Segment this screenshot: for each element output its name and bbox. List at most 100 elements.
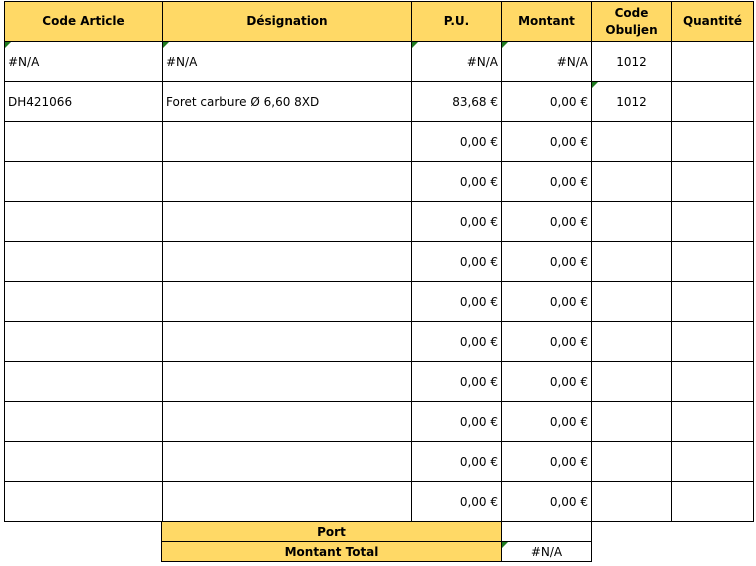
pu-cell[interactable]: 0,00 € [411,401,502,442]
error-indicator-icon [5,42,11,48]
table-row: 0,00 € 0,00 € [4,201,754,242]
pu-cell[interactable]: 0,00 € [411,201,502,242]
montant-cell[interactable]: 0,00 € [501,81,592,122]
montant-value: 0,00 € [549,454,588,469]
pu-cell[interactable]: #N/A [411,41,502,82]
pu-cell[interactable]: 0,00 € [411,281,502,322]
pu-cell[interactable]: 83,68 € [411,81,502,122]
code-article-cell[interactable] [4,481,163,522]
pu-value: 0,00 € [459,374,498,389]
quantite-cell[interactable] [671,161,754,202]
pu-cell[interactable]: 0,00 € [411,121,502,162]
designation-cell[interactable]: Foret carbure Ø 6,60 8XD [162,81,412,122]
quantite-cell[interactable] [671,281,754,322]
header-pu[interactable]: P.U. [411,1,502,42]
code-obuljen-cell[interactable] [591,401,672,442]
pu-value: 0,00 € [459,494,498,509]
code-article-cell[interactable] [4,441,163,482]
code-article-cell[interactable] [4,321,163,362]
code-obuljen-cell[interactable] [591,321,672,362]
quantite-cell[interactable] [671,241,754,282]
pu-cell[interactable]: 0,00 € [411,161,502,202]
table-row: 0,00 € 0,00 € [4,241,754,282]
designation-cell[interactable] [162,361,412,402]
pu-value: #N/A [466,54,498,69]
montant-cell[interactable]: 0,00 € [501,481,592,522]
quantite-cell[interactable] [671,361,754,402]
table-row: 0,00 € 0,00 € [4,281,754,322]
designation-cell[interactable] [162,441,412,482]
pu-cell[interactable]: 0,00 € [411,321,502,362]
code-obuljen-cell[interactable] [591,161,672,202]
code-obuljen-cell[interactable] [591,241,672,282]
designation-cell[interactable] [162,201,412,242]
table-row: 0,00 € 0,00 € [4,441,754,482]
code-article-cell[interactable] [4,201,163,242]
montant-cell[interactable]: #N/A [501,41,592,82]
quantite-cell[interactable] [671,201,754,242]
montant-cell[interactable]: 0,00 € [501,361,592,402]
error-indicator-icon [163,42,169,48]
designation-cell[interactable] [162,161,412,202]
designation-cell[interactable] [162,401,412,442]
pu-value: 0,00 € [459,254,498,269]
table-row: 0,00 € 0,00 € [4,161,754,202]
quantite-cell[interactable] [671,321,754,362]
montant-cell[interactable]: 0,00 € [501,201,592,242]
montant-value: 0,00 € [549,374,588,389]
montant-value: 0,00 € [549,94,588,109]
quantite-cell[interactable] [671,441,754,482]
designation-cell[interactable] [162,241,412,282]
code-obuljen-cell[interactable] [591,121,672,162]
code-article-value: #N/A [8,54,40,69]
code-article-cell[interactable] [4,121,163,162]
montant-cell[interactable]: 0,00 € [501,321,592,362]
pu-cell[interactable]: 0,00 € [411,241,502,282]
code-obuljen-cell[interactable]: 1012 [591,41,672,82]
header-quantite[interactable]: Quantité [671,1,754,42]
code-obuljen-cell[interactable] [591,281,672,322]
pu-cell[interactable]: 0,00 € [411,361,502,402]
code-article-cell[interactable] [4,361,163,402]
order-table: Code Article Désignation P.U. Montant Code O… [4,1,754,522]
header-montant[interactable]: Montant [501,1,592,42]
montant-cell[interactable]: 0,00 € [501,401,592,442]
montant-cell[interactable]: 0,00 € [501,161,592,202]
designation-cell[interactable] [162,481,412,522]
quantite-cell[interactable] [671,481,754,522]
code-article-cell[interactable] [4,161,163,202]
code-obuljen-cell[interactable] [591,201,672,242]
code-article-cell[interactable] [4,281,163,322]
montant-cell[interactable]: 0,00 € [501,121,592,162]
pu-value: 0,00 € [459,454,498,469]
code-obuljen-cell[interactable]: 1012 [591,81,672,122]
designation-value: #N/A [166,54,198,69]
code-obuljen-cell[interactable] [591,361,672,402]
code-article-cell[interactable]: DH421066 [4,81,163,122]
quantite-cell[interactable] [671,401,754,442]
montant-cell[interactable]: 0,00 € [501,441,592,482]
quantite-cell[interactable] [671,41,754,82]
header-designation[interactable]: Désignation [162,1,412,42]
designation-cell[interactable] [162,321,412,362]
header-code-obuljen[interactable]: Code Obuljen [591,1,672,42]
code-article-cell[interactable]: #N/A [4,41,163,82]
code-article-cell[interactable] [4,241,163,282]
pu-cell[interactable]: 0,00 € [411,481,502,522]
designation-cell[interactable] [162,121,412,162]
designation-cell[interactable] [162,281,412,322]
total-value-cell[interactable]: #N/A [501,541,592,562]
table-row: 0,00 € 0,00 € [4,321,754,362]
quantite-cell[interactable] [671,81,754,122]
montant-cell[interactable]: 0,00 € [501,281,592,322]
pu-value: 0,00 € [459,134,498,149]
pu-cell[interactable]: 0,00 € [411,441,502,482]
code-obuljen-cell[interactable] [591,481,672,522]
port-value-cell[interactable] [501,521,592,542]
header-code-article[interactable]: Code Article [4,1,163,42]
designation-cell[interactable]: #N/A [162,41,412,82]
code-obuljen-cell[interactable] [591,441,672,482]
quantite-cell[interactable] [671,121,754,162]
code-article-cell[interactable] [4,401,163,442]
montant-cell[interactable]: 0,00 € [501,241,592,282]
